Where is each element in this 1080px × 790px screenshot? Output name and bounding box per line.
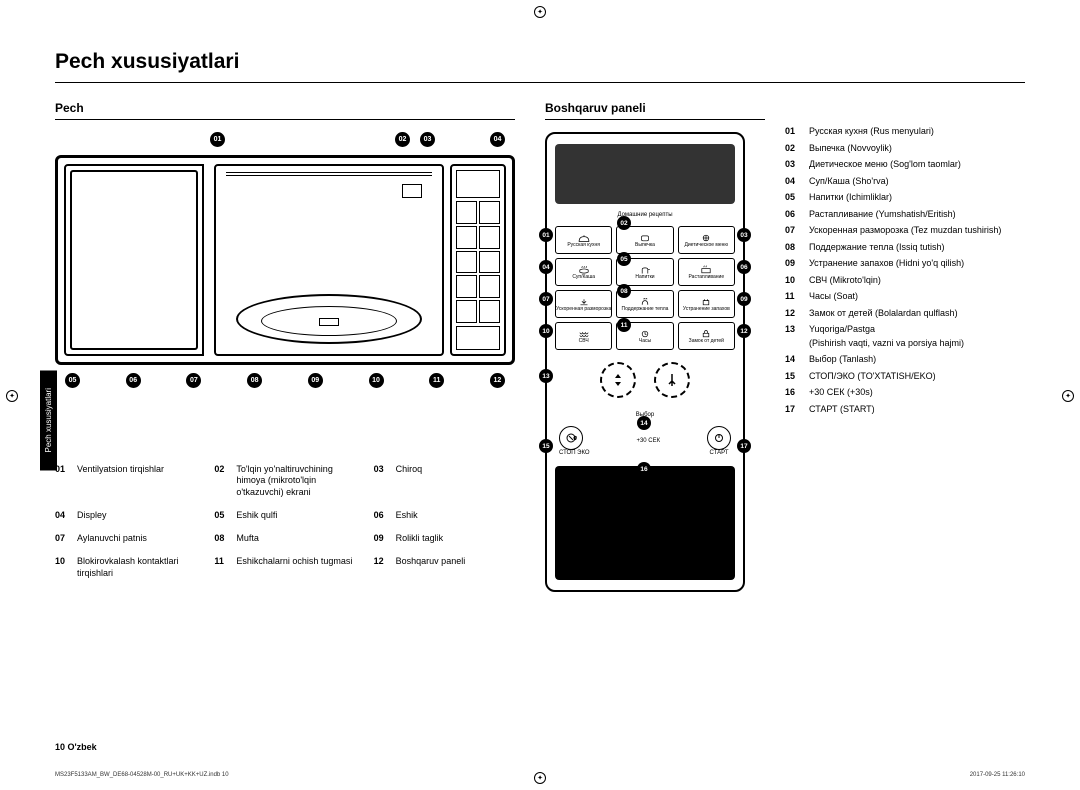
panel-callout: 14	[637, 416, 651, 430]
panel-button: Ускоренная разморозка	[555, 290, 612, 318]
panel-callout: 08	[617, 284, 631, 298]
oven-callout: 02	[395, 132, 410, 147]
control-panel-diagram: Домашние рецепты Русская кухня Выпечка Д…	[545, 132, 745, 592]
panel-callout: 07	[539, 292, 553, 306]
panel-callout: 06	[737, 260, 751, 274]
oven-callout: 01	[210, 132, 225, 147]
oven-control-panel	[450, 164, 506, 356]
plus30-label: +30 СЕК	[636, 438, 660, 444]
oven-callout: 05	[65, 373, 80, 388]
registration-mark	[1062, 390, 1074, 402]
panel-button: Диетическое меню	[678, 226, 735, 254]
footer-meta: MS23F5133AM_BW_DE68-04528M-00_RU+UK+KK+U…	[55, 772, 1025, 778]
section-heading-oven: Pech	[55, 101, 515, 120]
panel-bottom-plate	[555, 466, 735, 580]
vent-slots	[226, 172, 432, 176]
page-title: Pech xususiyatlari	[55, 50, 1025, 74]
oven-diagram: 01 02 03 04	[55, 132, 515, 442]
oven-callout: 03	[420, 132, 435, 147]
panel-callout: 17	[737, 439, 751, 453]
oven-callout: 07	[186, 373, 201, 388]
oven-callout: 08	[247, 373, 262, 388]
dial-select	[654, 362, 690, 398]
page-footer: 10 O'zbek	[55, 742, 97, 752]
panel-button: Устранение запахов	[678, 290, 735, 318]
panel-callout: 04	[539, 260, 553, 274]
panel-callout: 01	[539, 228, 553, 242]
start-button	[707, 426, 731, 450]
waveguide-cover	[402, 184, 422, 198]
panel-display	[555, 144, 735, 204]
panel-callout: 11	[617, 318, 631, 332]
oven-callout: 06	[126, 373, 141, 388]
title-underline	[55, 82, 1025, 83]
panel-callout: 03	[737, 228, 751, 242]
panel-callout: 13	[539, 369, 553, 383]
panel-legend: 01Русская кухня (Rus menyulari) 02Выпечк…	[785, 101, 1001, 592]
panel-callout: 09	[737, 292, 751, 306]
panel-header-label: Домашние рецепты	[555, 212, 735, 218]
oven-callout: 11	[429, 373, 444, 388]
oven-callout: 12	[490, 373, 505, 388]
panel-button: Замок от детей	[678, 322, 735, 350]
panel-callout: 10	[539, 324, 553, 338]
panel-button: Русская кухня	[555, 226, 612, 254]
coupler	[319, 318, 339, 326]
oven-body	[55, 155, 515, 365]
registration-mark	[534, 6, 546, 18]
panel-callout: 16	[637, 462, 651, 476]
oven-parts-list: 01Ventilyatsion tirqishlar 02To'lqin yo'…	[55, 464, 515, 579]
oven-callout: 09	[308, 373, 323, 388]
oven-callout: 10	[369, 373, 384, 388]
stop-eco-button	[559, 426, 583, 450]
panel-callout: 05	[617, 252, 631, 266]
panel-button: Суп/Каша	[555, 258, 612, 286]
panel-callout: 15	[539, 439, 553, 453]
panel-button: Выпечка	[616, 226, 673, 254]
dial-up-down	[600, 362, 636, 398]
panel-button: СВЧ	[555, 322, 612, 350]
panel-callout: 12	[737, 324, 751, 338]
oven-door	[64, 164, 204, 356]
section-heading-panel: Boshqaruv paneli	[545, 101, 765, 120]
panel-button: Растапливание	[678, 258, 735, 286]
registration-mark	[6, 390, 18, 402]
panel-callout: 02	[617, 216, 631, 230]
panel-button-grid: Русская кухня Выпечка Диетическое меню С…	[555, 226, 735, 350]
oven-callout: 04	[490, 132, 505, 147]
